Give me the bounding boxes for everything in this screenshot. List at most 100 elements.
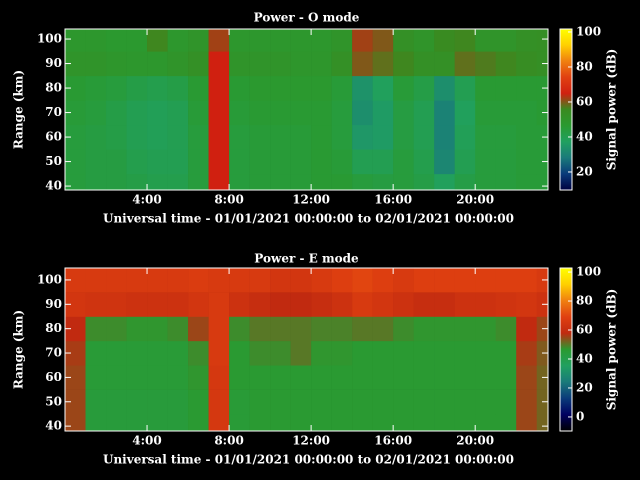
heatmap-cell	[85, 389, 107, 415]
heatmap-cell	[85, 75, 107, 101]
heatmap-cell	[85, 173, 107, 190]
heatmap-cell	[147, 51, 168, 77]
heatmap-cell	[208, 124, 230, 150]
heatmap-cell	[65, 413, 86, 431]
heatmap-cell	[495, 389, 517, 415]
heatmap-cell	[249, 51, 271, 77]
heatmap-cell	[229, 389, 250, 415]
heatmap-cell	[352, 51, 373, 77]
chart-title: Power - E mode	[254, 252, 359, 266]
heatmap-cell	[516, 316, 538, 342]
heatmap-cell	[65, 124, 86, 150]
heatmap-cell	[106, 340, 127, 366]
heatmap-cell	[208, 340, 230, 366]
heatmap-cell	[475, 413, 497, 431]
heatmap-cell	[454, 75, 476, 101]
heatmap-cell	[85, 316, 107, 342]
heatmap-cell	[393, 316, 414, 342]
y-tick-label: 90	[45, 297, 62, 311]
heatmap-cell	[454, 29, 476, 52]
heatmap-cell	[85, 124, 107, 150]
heatmap-cell	[495, 173, 517, 190]
heatmap-cell	[65, 365, 86, 390]
heatmap-cell	[495, 29, 517, 52]
heatmap-cell	[85, 268, 107, 293]
heatmap-cell	[229, 75, 250, 101]
heatmap-cell	[167, 268, 189, 293]
heatmap-cell	[167, 292, 189, 317]
heatmap-cell	[249, 316, 271, 342]
heatmap-cell	[85, 149, 107, 175]
heatmap-cell	[311, 316, 332, 342]
colorbar-tick-label: 40	[576, 351, 593, 365]
heatmap-cell	[249, 365, 271, 390]
heatmap-cell	[147, 124, 168, 150]
heatmap-cell	[249, 124, 271, 150]
heatmap-cell	[126, 340, 148, 366]
heatmap-cell	[126, 413, 148, 431]
heatmap-cell	[495, 268, 517, 293]
heatmap-cell	[65, 173, 86, 190]
heatmap-cell	[516, 413, 538, 431]
heatmap-cell	[311, 149, 332, 175]
heatmap-cell	[270, 51, 291, 77]
heatmap-cell	[229, 149, 250, 175]
colorbar-tick-label: 100	[576, 24, 601, 38]
heatmap-cell	[229, 268, 250, 293]
heatmap-cell	[352, 340, 373, 366]
y-axis-label: Range (km)	[12, 310, 26, 389]
heatmap-cell	[331, 51, 353, 77]
heatmap-cell	[249, 389, 271, 415]
heatmap-cell	[475, 365, 497, 390]
x-tick-label: 12:00	[292, 434, 330, 448]
heatmap-cell	[167, 340, 189, 366]
heatmap-cell	[188, 100, 209, 126]
heatmap-cell	[85, 413, 107, 431]
heatmap-cell	[290, 292, 312, 317]
heatmap-cell	[413, 316, 435, 342]
heatmap-cell	[536, 29, 548, 52]
heatmap-cell	[393, 340, 414, 366]
heatmap-cell	[516, 100, 538, 126]
heatmap-cell	[331, 124, 353, 150]
heatmap-cell	[495, 413, 517, 431]
heatmap-cell	[106, 149, 127, 175]
heatmap-cell	[106, 365, 127, 390]
heatmap-cell	[372, 268, 394, 293]
colorbar-tick-label: 20	[576, 380, 593, 394]
heatmap-cell	[475, 292, 497, 317]
heatmap-cell	[126, 149, 148, 175]
y-tick-label: 100	[37, 32, 62, 46]
heatmap-cell	[188, 389, 209, 415]
heatmap-cell	[331, 149, 353, 175]
heatmap-cell	[167, 100, 189, 126]
heatmap-cell	[167, 365, 189, 390]
y-tick-label: 40	[45, 419, 62, 433]
heatmap-cell	[372, 316, 394, 342]
heatmap-cell	[270, 124, 291, 150]
heatmap-cell	[249, 268, 271, 293]
heatmap-cell	[290, 100, 312, 126]
heatmap-cell	[208, 316, 230, 342]
colorbar-tick-label: 80	[576, 59, 593, 73]
heatmap-cell	[372, 75, 394, 101]
heatmap-cell	[434, 51, 455, 77]
heatmap-cell	[290, 75, 312, 101]
heatmap-cell	[536, 173, 548, 190]
heatmap-cell	[393, 292, 414, 317]
heatmap-cell	[495, 316, 517, 342]
heatmap-cell	[65, 340, 86, 366]
colorbar-label: Signal power (dB)	[605, 289, 619, 411]
heatmap-cell	[352, 173, 373, 190]
x-tick-label: 16:00	[374, 434, 412, 448]
heatmap-cell	[413, 29, 435, 52]
heatmap-cell	[249, 75, 271, 101]
heatmap-cell	[208, 149, 230, 175]
colorbar-tick-label: 60	[576, 323, 593, 337]
heatmap-cell	[311, 413, 332, 431]
heatmap-cell	[208, 365, 230, 390]
heatmap-cell	[270, 149, 291, 175]
heatmap-cell	[147, 75, 168, 101]
heatmap-cell	[65, 51, 86, 77]
heatmap-cell	[311, 29, 332, 52]
